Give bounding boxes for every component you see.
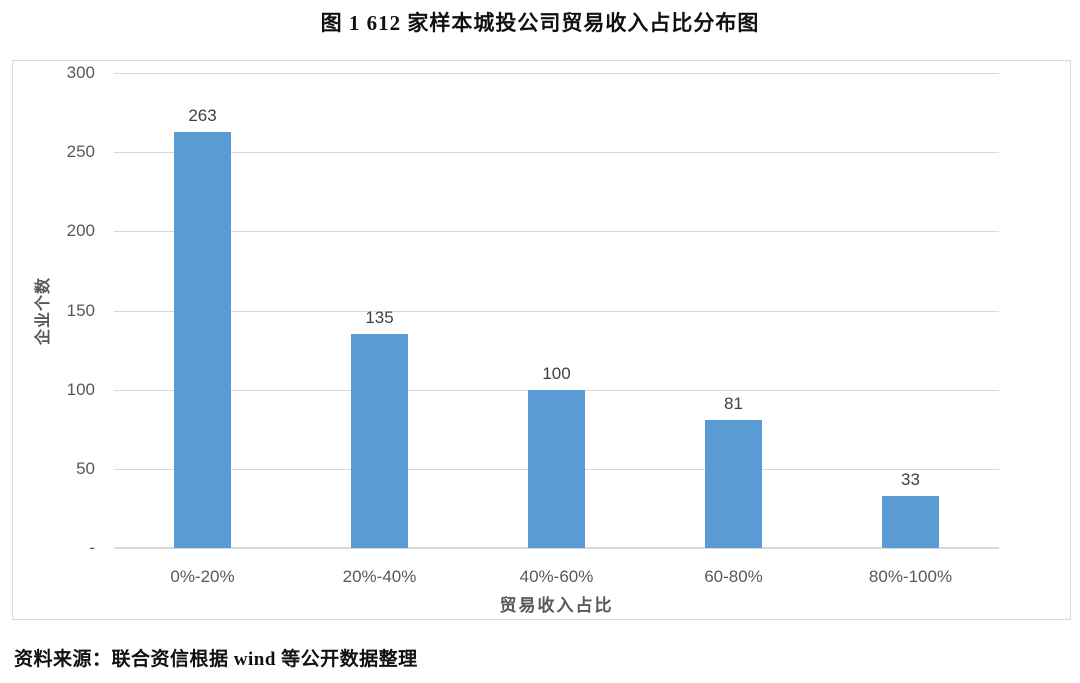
bar-value-label: 100 — [542, 363, 571, 383]
bar-value-label: 135 — [365, 308, 394, 328]
bar-80%-100% — [882, 495, 939, 548]
bar-60-80% — [705, 419, 762, 548]
x-tick-label: 20%-40% — [342, 567, 417, 586]
y-tick-label: 250 — [66, 142, 95, 162]
gridline — [114, 73, 999, 74]
bar-value-label: 263 — [188, 105, 217, 125]
x-tick-label: 40%-60% — [519, 567, 594, 586]
bar-value-label: 81 — [724, 393, 743, 413]
gridline — [114, 231, 999, 233]
y-tick-label: 200 — [66, 221, 95, 241]
x-tick-label: 60-80% — [704, 567, 763, 586]
figure-title: 图 1 612 家样本城投公司贸易收入占比分布图 — [320, 11, 760, 35]
x-axis-title: 贸易收入占比 — [499, 596, 614, 615]
x-tick-label: 0%-20% — [170, 567, 235, 586]
x-tick-label: 80%-100% — [868, 567, 953, 586]
source-note: 资料来源：联合资信根据 wind 等公开数据整理 — [14, 649, 418, 670]
gridline — [114, 152, 999, 154]
bar-value-label: 33 — [901, 469, 920, 489]
y-tick-label: - — [89, 538, 95, 557]
gridline — [114, 310, 999, 312]
plot-area: 263 135 100 81 33 — [114, 61, 999, 621]
chart-frame: 企业个数 263 135 100 81 33 -50 100 150 200 250 300 0%… — [12, 60, 1071, 620]
y-tick-label: 150 — [66, 300, 95, 320]
y-tick-label: 50 — [76, 458, 95, 478]
bar-40%-60% — [528, 389, 585, 548]
bar-20%-40% — [351, 334, 408, 548]
x-axis-line — [114, 547, 999, 549]
y-tick-label: 100 — [66, 379, 95, 399]
y-tick-label: 300 — [66, 63, 95, 82]
bar-0%-20% — [174, 131, 231, 548]
